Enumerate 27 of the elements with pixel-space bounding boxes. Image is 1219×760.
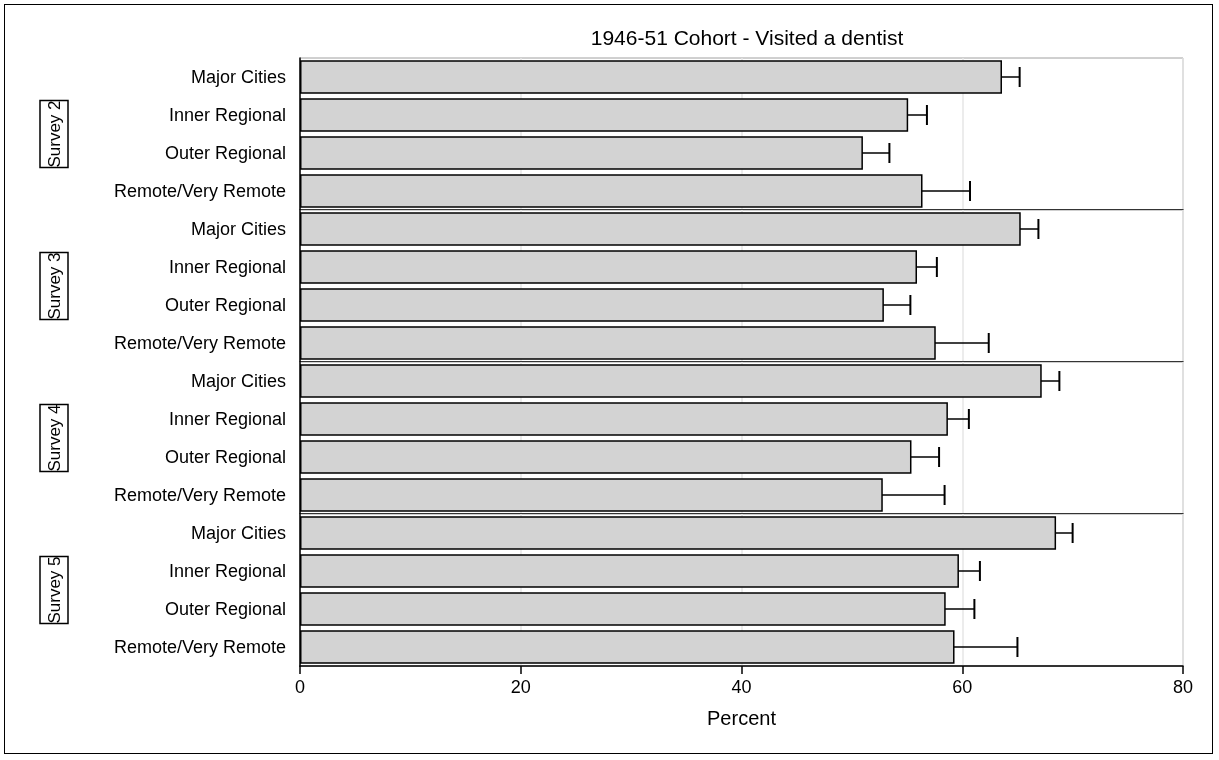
x-tick-label: 60 [952, 677, 973, 697]
y-tick-label: Outer Regional [164, 143, 286, 163]
x-tick-label: 0 [294, 677, 306, 697]
y-tick-label: Remote/Very Remote [113, 637, 286, 657]
x-axis-title: Percent [707, 707, 777, 729]
x-tick-label: 40 [731, 677, 752, 697]
y-tick-label: Outer Regional [164, 599, 286, 619]
y-tick-label: Inner Regional [168, 105, 286, 125]
y-tick-label: Remote/Very Remote [113, 485, 286, 505]
y-tick-label: Remote/Very Remote [113, 181, 286, 201]
x-tick-label: 80 [1172, 677, 1194, 697]
y-axis-title: Survey 2 [44, 100, 64, 168]
y-tick-label: Inner Regional [168, 561, 286, 581]
y-tick-label: Major Cities [190, 523, 286, 543]
x-tick-label: 20 [510, 677, 531, 697]
y-axis-title: Survey 3 [44, 252, 64, 320]
chart-title: 1946-51 Cohort - Visited a dentist [590, 26, 904, 49]
y-tick-label: Outer Regional [164, 295, 286, 315]
y-tick-label: Outer Regional [164, 447, 286, 467]
y-tick-label: Inner Regional [168, 409, 286, 429]
y-tick-label: Remote/Very Remote [113, 333, 286, 353]
y-tick-label: Inner Regional [168, 257, 286, 277]
y-tick-label: Major Cities [190, 219, 286, 239]
y-tick-label: Major Cities [190, 67, 286, 87]
y-tick-label: Major Cities [190, 371, 286, 391]
y-axis-title: Survey 5 [44, 556, 64, 624]
y-axis-title: Survey 4 [44, 404, 64, 472]
